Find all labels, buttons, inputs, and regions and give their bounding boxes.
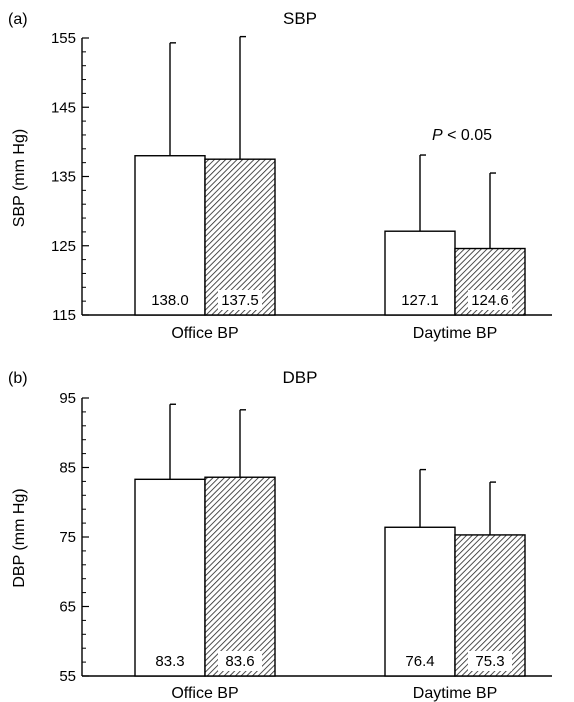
panel-label: (a) [8,11,28,28]
value-label-bg [218,290,262,310]
category-label: Daytime BP [413,325,497,342]
y-tick-label: 135 [51,169,76,186]
category-label: Daytime BP [413,685,497,702]
y-tick-label: 85 [59,460,76,477]
significance-annotation: P < 0.05 [432,127,492,144]
chart-title: DBP [283,368,318,387]
y-axis-label: DBP (mm Hg) [11,488,28,587]
panel-label: (b) [8,370,28,387]
value-label-bg [468,651,512,671]
value-label: 127.1 [401,292,439,309]
bar-hatched [454,247,526,316]
value-label-bg [218,651,262,671]
chart-panel-b: (b) DBP DBP (mm Hg) 55 65 75 85 95 Office BP Dayt… [8,368,552,702]
value-label-bg [398,290,442,310]
value-label: 138.0 [151,292,189,309]
category-label: Office BP [171,325,238,342]
bar-open [134,478,206,677]
value-label: 75.3 [475,653,504,670]
bar-hatched [204,476,276,677]
value-label: 124.6 [471,292,509,309]
chart-title: SBP [283,9,317,28]
y-tick-label: 145 [51,99,76,116]
bar-hatched [204,158,276,316]
value-label: 137.5 [221,292,259,309]
value-label-bg [148,651,192,671]
y-tick-label: 55 [59,668,76,685]
y-tick-label: 95 [59,390,76,407]
y-tick-label: 115 [52,307,76,324]
y-tick-label: 75 [59,529,76,546]
category-label: Office BP [171,685,238,702]
y-tick-label: 65 [59,599,76,616]
y-tick-label: 125 [51,238,76,255]
value-label-bg [148,290,192,310]
y-tick-label: 155 [51,30,76,47]
value-label-bg [468,290,512,310]
value-label-bg [398,651,442,671]
y-axis-label: SBP (mm Hg) [11,129,28,227]
bar-open [134,155,206,316]
annotation-italic: P [432,127,443,144]
value-label: 76.4 [405,653,434,670]
chart-panel-a: (a) SBP SBP (mm Hg) 115 125 135 145 155 Office B… [8,9,552,342]
value-label: 83.3 [155,653,184,670]
value-label: 83.6 [225,653,254,670]
annotation-text: < 0.05 [443,127,492,144]
